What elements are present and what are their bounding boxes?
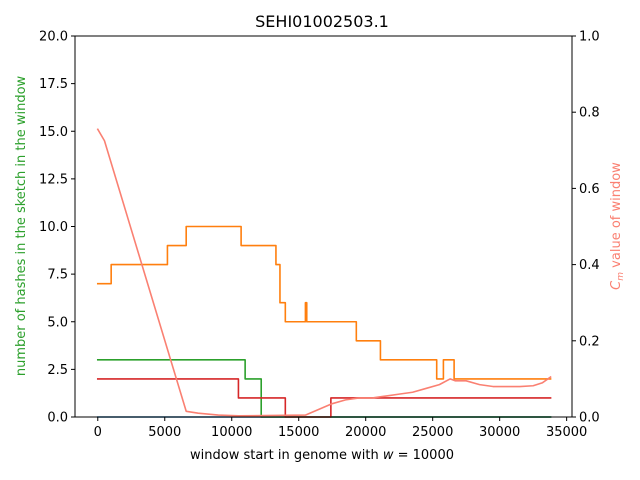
left-y-tick-label: 5.0 xyxy=(47,315,68,330)
x-tick-label: 35000 xyxy=(546,425,587,440)
left-y-tick-label: 17.5 xyxy=(39,77,68,92)
left-y-axis-label: number of hashes in the sketch in the wi… xyxy=(14,75,29,376)
right-y-tick-label: 0.2 xyxy=(579,334,600,349)
x-tick-label: 20000 xyxy=(345,425,386,440)
x-tick-label: 10000 xyxy=(211,425,252,440)
left-y-tick-label: 0.0 xyxy=(47,411,68,426)
left-y-tick-label: 2.5 xyxy=(47,363,68,378)
axes-layer: 0 5000 10000 15000 20000 25000 30000 350000.02.… xyxy=(39,30,600,441)
right-y-axis-label: Cm value of window xyxy=(609,162,626,290)
left-y-tick-label: 12.5 xyxy=(39,172,68,187)
x-tick-label: 25000 xyxy=(412,425,453,440)
right-y-tick-label: 1.0 xyxy=(579,30,600,45)
x-tick-label: 5000 xyxy=(148,425,181,440)
left-y-tick-label: 20.0 xyxy=(39,30,68,45)
left-y-tick-label: 10.0 xyxy=(39,220,68,235)
series-line-3 xyxy=(96,378,552,418)
x-tick-label: 30000 xyxy=(479,425,520,440)
chart-title: SEHI01002503.1 xyxy=(255,12,389,31)
series-line-1 xyxy=(96,225,552,380)
right-y-tick-label: 0.8 xyxy=(579,106,600,121)
series-line-4 xyxy=(96,128,552,417)
right-y-tick-label: 0.4 xyxy=(579,258,600,273)
left-y-tick-label: 15.0 xyxy=(39,125,68,140)
x-axis-label: window start in genome with w = 10000 xyxy=(190,448,454,463)
x-tick-label: 0 xyxy=(94,425,102,440)
x-tick-label: 15000 xyxy=(278,425,319,440)
right-y-tick-label: 0.6 xyxy=(579,182,600,197)
right-y-tick-label: 0.0 xyxy=(579,411,600,426)
left-y-tick-label: 7.5 xyxy=(47,268,68,283)
